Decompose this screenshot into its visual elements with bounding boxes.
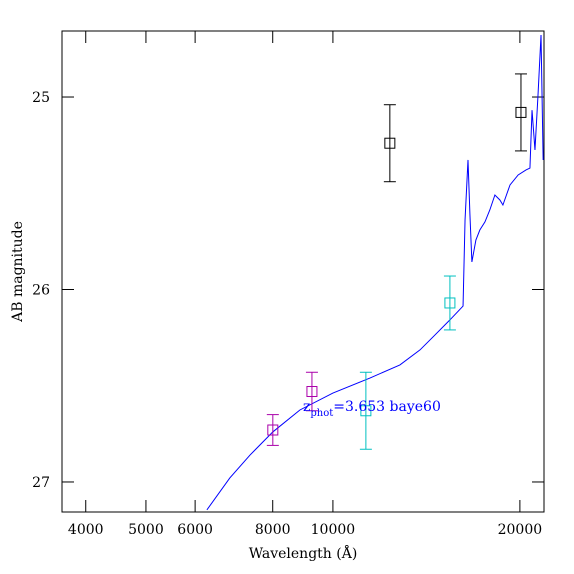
y-tick-label: 26 [32, 282, 50, 298]
data-point [384, 137, 396, 149]
x-tick-label: 10000 [311, 522, 356, 538]
annotation: zphot=3.653 baye60 [303, 399, 441, 419]
data-point [515, 106, 527, 118]
x-tick-label: 4000 [68, 522, 104, 538]
y-tick-label: 27 [32, 475, 50, 491]
y-axis-label: AB magnitude [10, 221, 26, 323]
x-tick-label: 5000 [128, 522, 164, 538]
data-point [444, 297, 456, 309]
data-point [267, 424, 279, 436]
annotation-z: z [303, 399, 310, 415]
annotation-text: =3.653 baye60 [333, 399, 441, 415]
plot-frame [61, 30, 545, 513]
model-sed [206, 35, 544, 511]
x-tick-label: 20000 [498, 522, 543, 538]
annotation-sub: phot [310, 408, 333, 419]
x-tick-label: 8000 [255, 522, 291, 538]
data-point [306, 386, 318, 398]
x-axis-label: Wavelength (Å) [249, 544, 358, 562]
y-tick-label: 25 [32, 90, 50, 106]
data-point [360, 405, 372, 417]
x-tick-label: 6000 [177, 522, 213, 538]
